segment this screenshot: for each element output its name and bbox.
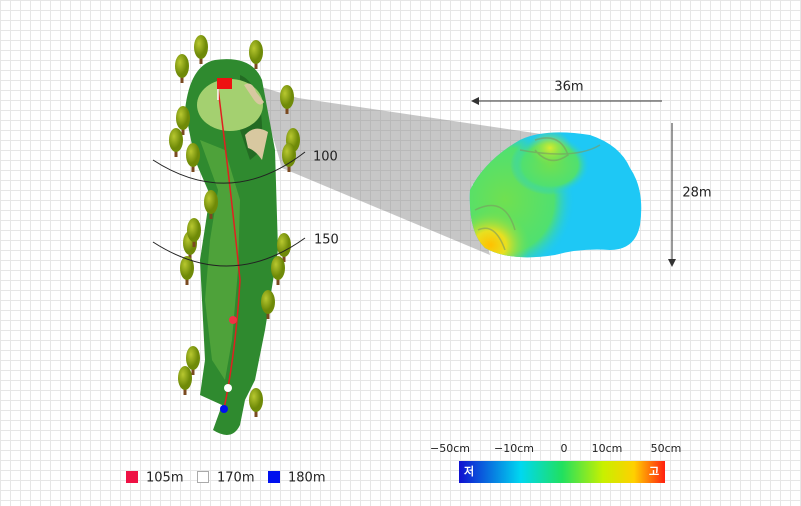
bunker bbox=[244, 83, 264, 105]
tree bbox=[186, 346, 200, 375]
tree bbox=[175, 54, 189, 83]
legend-label: 180m bbox=[288, 471, 325, 486]
scale-tick: −50cm bbox=[430, 442, 470, 455]
arc-label: 100 bbox=[313, 150, 338, 165]
tree bbox=[176, 106, 190, 135]
legend-label: 105m bbox=[146, 471, 183, 486]
tree bbox=[194, 35, 208, 64]
width-label: 36m bbox=[554, 80, 583, 95]
green bbox=[197, 79, 263, 131]
distance-arc bbox=[152, 237, 306, 267]
tree bbox=[249, 388, 263, 417]
arrowhead bbox=[668, 259, 676, 267]
tree bbox=[178, 366, 192, 395]
tree bbox=[277, 233, 291, 262]
legend-swatch bbox=[197, 471, 209, 483]
marker-105 bbox=[229, 316, 237, 324]
marker-170 bbox=[224, 384, 232, 392]
scale-tick: 10cm bbox=[592, 442, 623, 455]
tree bbox=[280, 85, 294, 114]
legend-swatch bbox=[268, 471, 280, 483]
scale-low: 저 bbox=[464, 464, 474, 478]
tree bbox=[249, 40, 263, 69]
hole bbox=[185, 59, 278, 435]
arrowhead bbox=[471, 97, 479, 105]
scale-high: 고 bbox=[649, 465, 659, 478]
trees bbox=[169, 35, 300, 417]
shot-line bbox=[217, 87, 241, 410]
tree bbox=[204, 190, 218, 219]
tree bbox=[169, 128, 183, 157]
scale-tick: 50cm bbox=[651, 442, 682, 455]
legend-swatch bbox=[126, 471, 138, 483]
marker-180 bbox=[220, 405, 228, 413]
tree bbox=[186, 143, 200, 172]
tree bbox=[180, 256, 194, 285]
distance-arc bbox=[152, 151, 306, 184]
tree bbox=[187, 218, 201, 247]
tree bbox=[261, 290, 275, 319]
scale-tick: −10cm bbox=[494, 442, 534, 455]
scale-tick: 0 bbox=[561, 442, 568, 455]
color-scale bbox=[459, 461, 665, 483]
bunker bbox=[245, 128, 268, 160]
flag bbox=[217, 78, 232, 89]
legend-label: 170m bbox=[217, 471, 254, 486]
depth-label: 28m bbox=[682, 186, 711, 201]
arc-label: 150 bbox=[314, 233, 339, 248]
tree bbox=[271, 256, 285, 285]
